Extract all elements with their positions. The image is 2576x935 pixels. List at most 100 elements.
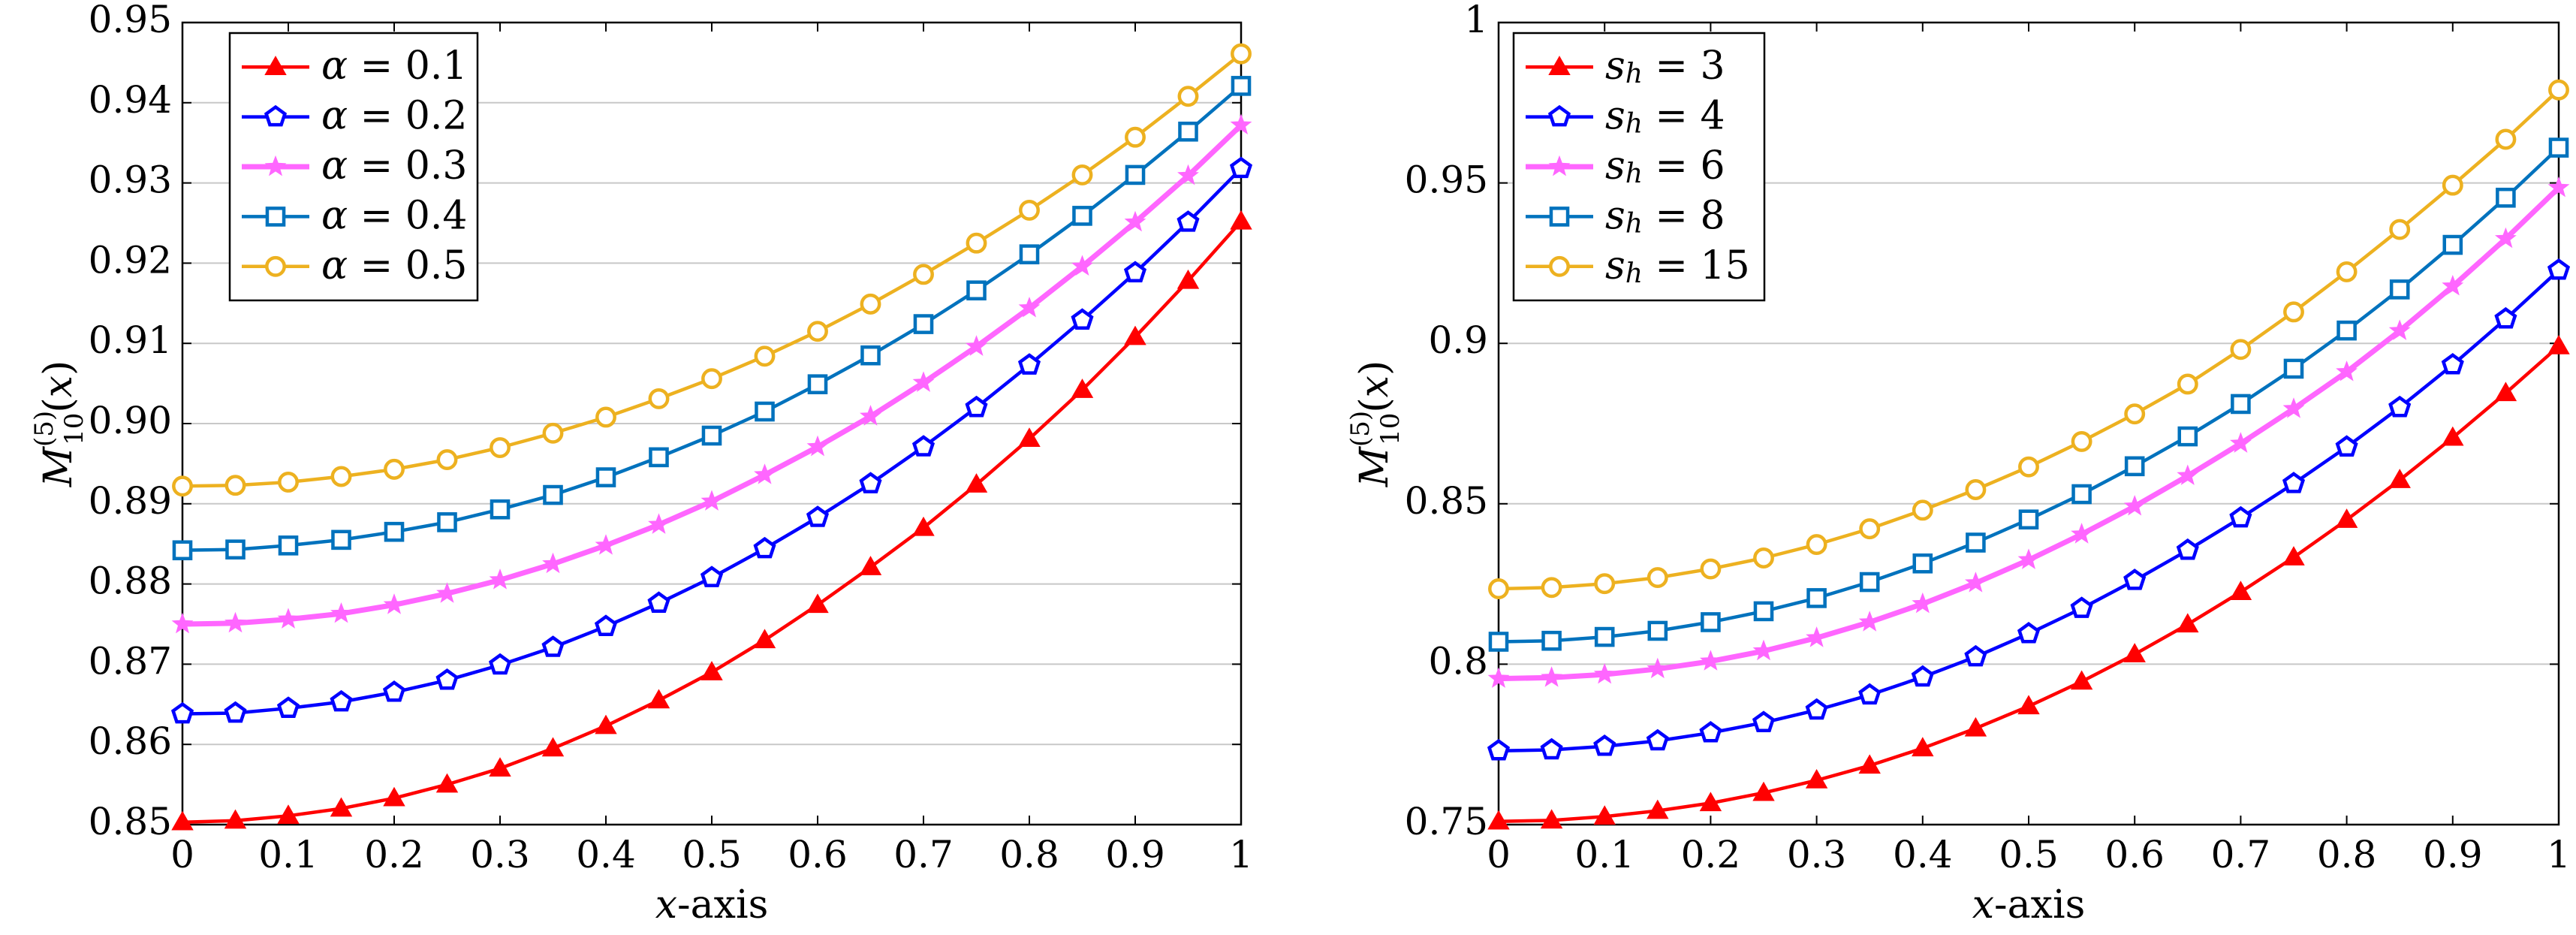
data-point xyxy=(1858,611,1881,632)
data-point xyxy=(1125,164,1146,185)
data-point xyxy=(754,463,776,484)
data-point xyxy=(2442,234,2463,255)
x-tick-label: 0.4 xyxy=(576,833,636,876)
data-point xyxy=(1177,164,1199,185)
data-point xyxy=(2177,464,2199,485)
data-point xyxy=(1700,650,1722,671)
x-tick-label: 0.5 xyxy=(1999,833,2059,876)
data-point xyxy=(435,773,459,793)
data-point xyxy=(2070,596,2093,618)
data-point xyxy=(2017,548,2040,569)
series-4 xyxy=(172,76,1252,561)
data-point xyxy=(649,447,669,468)
data-point xyxy=(1647,799,1669,819)
data-point xyxy=(542,422,564,444)
data-point xyxy=(2018,456,2039,478)
y-tick-label: 0.9 xyxy=(1428,318,1488,362)
data-point xyxy=(1964,572,1987,593)
data-point xyxy=(1699,721,1722,743)
data-point xyxy=(2389,219,2411,240)
data-point xyxy=(966,232,987,254)
data-point xyxy=(330,689,353,712)
data-point xyxy=(1540,737,1563,760)
data-point xyxy=(1487,667,1510,688)
data-point xyxy=(701,368,722,390)
data-point xyxy=(171,612,194,634)
data-point xyxy=(965,395,988,418)
x-axis-label: x-axis xyxy=(1972,882,2086,927)
data-point xyxy=(965,473,988,493)
data-point xyxy=(1912,499,1933,521)
data-point xyxy=(331,529,351,550)
y-tick-label: 0.75 xyxy=(1405,800,1488,843)
data-point xyxy=(1071,164,1093,185)
data-point xyxy=(2229,432,2252,453)
data-point xyxy=(1594,573,1616,595)
data-point xyxy=(1805,698,1828,720)
x-tick-label: 0.3 xyxy=(470,833,530,876)
data-point xyxy=(2335,508,2358,528)
y-tick-label: 0.95 xyxy=(1405,158,1488,202)
y-axis-label: M(5)10(x) xyxy=(1345,360,1406,488)
data-point xyxy=(2496,187,2516,208)
x-axis-label: x-axis xyxy=(655,882,769,927)
data-point xyxy=(278,472,299,493)
data-point xyxy=(278,535,299,556)
data-point xyxy=(700,661,723,680)
data-point xyxy=(1018,427,1041,448)
data-point xyxy=(1858,754,1881,774)
data-point xyxy=(1593,805,1616,825)
data-point xyxy=(489,757,511,777)
x-tick-label: 0.2 xyxy=(364,833,424,876)
data-point xyxy=(755,401,775,422)
data-point xyxy=(2495,128,2517,150)
series-4 xyxy=(1488,137,2569,652)
data-point xyxy=(701,425,722,446)
data-point xyxy=(647,591,670,613)
data-point xyxy=(384,521,405,542)
x-tick-label: 0.9 xyxy=(2423,833,2483,876)
data-point xyxy=(1487,810,1510,830)
chart-panel-right: 0.75 0.8 0.85 0.9 0.95 1 0 0.1 0.2 0.3 0.4 0.5 0.6 0.… xyxy=(1345,0,2571,927)
data-point xyxy=(437,512,457,532)
data-point xyxy=(2123,569,2147,590)
data-point xyxy=(2494,227,2517,249)
data-point xyxy=(594,614,618,636)
data-point xyxy=(224,809,247,829)
data-point xyxy=(2177,426,2198,447)
data-point xyxy=(966,280,987,301)
data-point xyxy=(1646,728,1669,751)
y-tick-label: 0.93 xyxy=(89,158,172,202)
data-point xyxy=(859,556,882,575)
legend-marker xyxy=(264,155,287,176)
data-point xyxy=(2071,430,2092,452)
data-point xyxy=(1752,710,1776,732)
data-point xyxy=(912,516,935,536)
y-tick-label: 0.85 xyxy=(1405,479,1488,523)
data-point xyxy=(1805,769,1828,789)
data-point xyxy=(1752,781,1775,801)
data-point xyxy=(753,629,776,649)
data-point xyxy=(2494,306,2517,329)
data-point xyxy=(1541,630,1562,651)
data-point xyxy=(2548,79,2569,101)
data-point xyxy=(1753,547,1774,569)
data-point xyxy=(276,696,300,718)
data-point xyxy=(2017,622,2041,644)
data-point xyxy=(382,680,406,702)
y-tick-label: 0.92 xyxy=(89,238,172,282)
y-tick-label: 0.86 xyxy=(89,719,172,763)
legend-label: sh = 3 xyxy=(1605,44,1725,90)
y-tick-label: 0.85 xyxy=(89,800,172,843)
legend: sh = 3sh = 4sh = 6sh = 8sh = 15 xyxy=(1512,32,1766,302)
data-point xyxy=(1071,379,1094,398)
x-tick-label: 1 xyxy=(1229,833,1253,876)
data-point xyxy=(1806,626,1828,647)
data-point xyxy=(1912,592,1934,614)
data-point xyxy=(1859,518,1881,540)
data-point xyxy=(2176,538,2199,560)
legend-label: sh = 15 xyxy=(1605,243,1750,289)
data-point xyxy=(1911,665,1934,687)
series-3 xyxy=(171,113,1252,634)
legend-label: α = 0.1 xyxy=(321,44,467,89)
